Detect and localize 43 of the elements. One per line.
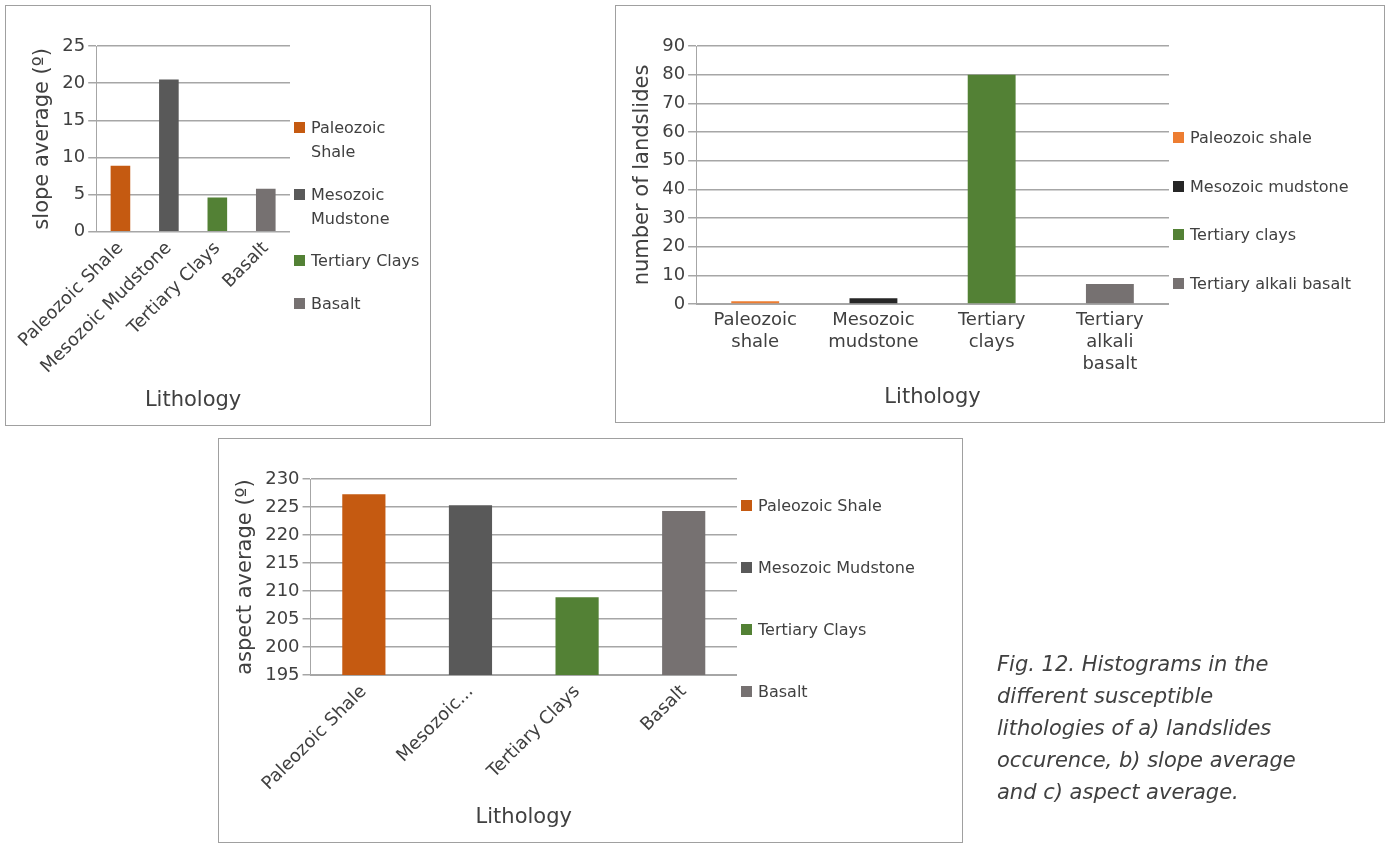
- x-axis-title: Lithology: [144, 386, 242, 411]
- y-tick-label: 195: [265, 662, 300, 684]
- y-axis-title: number of landslides: [629, 64, 654, 286]
- y-tick-label: 60: [662, 119, 686, 141]
- y-tick-label: 0: [73, 219, 86, 241]
- legend-label: Mesozoic Mudstone: [758, 557, 915, 579]
- legend-label: Mesozoic Mudstone: [311, 183, 391, 230]
- x-tick-label: Mesozoic mudstone: [828, 308, 919, 352]
- y-tick-label: 225: [265, 494, 300, 516]
- y-tick-label: 220: [265, 522, 300, 544]
- x-tick-label: Tertiary alkali basalt: [1075, 308, 1145, 373]
- legend-label: Paleozoic shale: [1190, 127, 1312, 149]
- y-tick-label: 20: [662, 234, 686, 256]
- legend-label: Tertiary Clays: [311, 250, 420, 273]
- y-tick-label: 200: [265, 634, 300, 656]
- y-tick-label: 10: [62, 145, 86, 167]
- y-tick-label: 80: [662, 62, 686, 84]
- y-tick-label: 40: [662, 177, 686, 199]
- legend-label: Tertiary Clays: [758, 619, 867, 641]
- y-tick-label: 50: [662, 148, 686, 170]
- x-tick-label: Paleozoic shale: [713, 308, 797, 352]
- legend-label: Paleozoic Shale: [311, 117, 387, 163]
- y-tick-label: 25: [62, 33, 86, 55]
- x-tick-label: Tertiary clays: [956, 308, 1026, 352]
- y-tick-label: 210: [265, 578, 300, 600]
- y-tick-label: 5: [73, 182, 86, 204]
- y-tick-label: 10: [662, 263, 686, 285]
- y-tick-label: 70: [662, 91, 686, 113]
- y-tick-label: 215: [265, 550, 300, 572]
- x-axis-title: Lithology: [884, 383, 981, 408]
- y-tick-label: 0: [673, 291, 686, 313]
- y-axis-title: aspect average (º): [232, 479, 257, 675]
- y-tick-label: 20: [62, 70, 86, 92]
- y-tick-label: 15: [62, 108, 86, 129]
- y-tick-label: 90: [662, 33, 686, 55]
- legend-label: Paleozoic Shale: [758, 495, 882, 517]
- x-axis-title: Lithology: [475, 803, 572, 828]
- caption: Fig. 12. Histograms in the different susceptible lithologies of a) landslides occurence, b) slope average and c) aspect average.: [997, 651, 1297, 806]
- legend-label: Mesozoic mudstone: [1190, 175, 1349, 198]
- y-tick-label: 205: [265, 606, 300, 628]
- y-axis-title: slope average (º): [29, 48, 54, 230]
- y-tick-label: 230: [265, 466, 300, 488]
- y-tick-label: 30: [662, 205, 686, 227]
